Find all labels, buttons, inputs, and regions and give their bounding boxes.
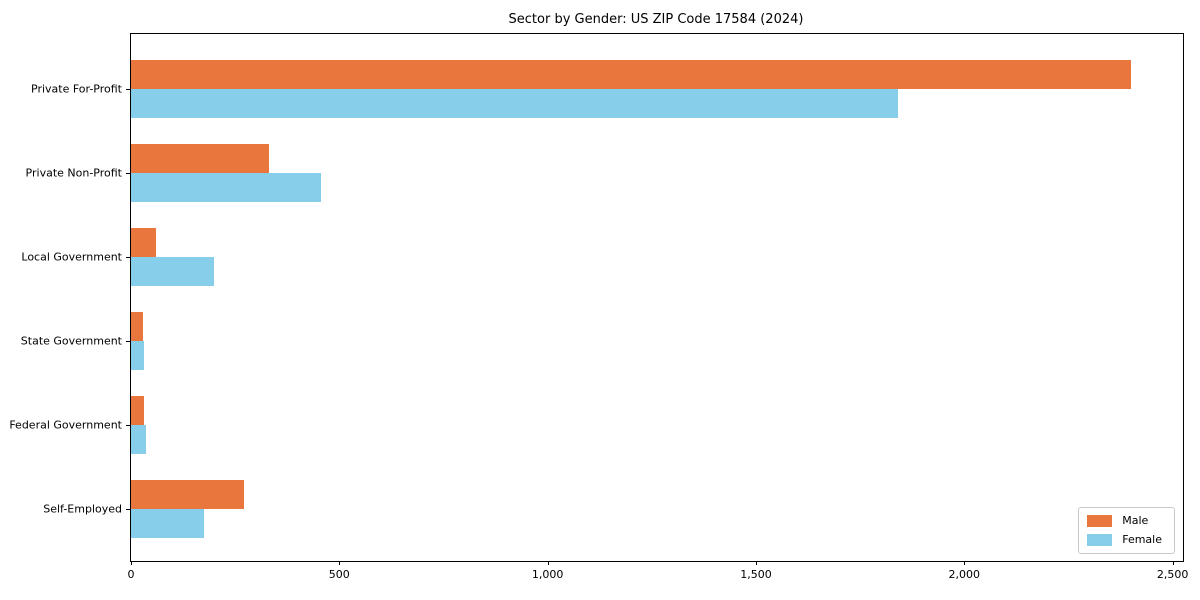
y-axis-label-private-non-profit: Private Non-Profit — [25, 166, 122, 180]
legend-item-male: Male — [1087, 515, 1162, 527]
y-axis-label-federal-government: Federal Government — [9, 418, 122, 432]
bar-male-private-for-profit — [131, 60, 1131, 89]
bar-female-state-government — [131, 341, 144, 370]
bar-male-self-employed — [131, 480, 244, 509]
x-axis-tick — [547, 561, 549, 565]
x-axis-label: 1,000 — [531, 568, 564, 581]
x-axis-label: 2,000 — [948, 568, 981, 581]
y-axis-label-local-government: Local Government — [21, 250, 122, 264]
x-axis-label: 0 — [127, 568, 135, 581]
legend-swatch-female — [1087, 534, 1113, 546]
bar-female-local-government — [131, 257, 215, 286]
y-axis-tick — [126, 173, 130, 174]
y-axis-tick — [126, 89, 130, 90]
legend-label-male: Male — [1122, 514, 1149, 527]
bar-male-private-non-profit — [131, 144, 269, 173]
bar-female-self-employed — [131, 509, 204, 538]
y-axis-tick — [126, 509, 130, 510]
bar-female-federal-government — [131, 425, 146, 454]
bar-male-local-government — [131, 228, 156, 257]
bar-male-state-government — [131, 312, 143, 341]
x-axis-tick — [1172, 561, 1174, 565]
y-axis-label-self-employed: Self-Employed — [43, 502, 122, 516]
legend-item-female: Female — [1087, 534, 1162, 546]
legend-swatch-male — [1087, 515, 1113, 527]
y-axis-label-private-for-profit: Private For-Profit — [31, 82, 122, 96]
plot-area: Male Female Private For-Profit Private Non… — [9, 33, 1188, 581]
x-axis-label: 1,500 — [740, 568, 772, 581]
bar-female-private-non-profit — [131, 173, 321, 202]
legend-label-female: Female — [1122, 533, 1162, 546]
bar-male-federal-government — [131, 396, 145, 425]
bar-female-private-for-profit — [131, 89, 898, 118]
x-axis-label: 2,500 — [1156, 568, 1189, 581]
y-axis-tick — [126, 425, 130, 426]
x-axis-label: 500 — [328, 568, 350, 581]
x-axis-tick — [131, 561, 132, 565]
x-axis-tick — [339, 561, 341, 565]
y-axis-tick — [126, 341, 130, 342]
legend: Male Female — [1078, 507, 1175, 554]
y-axis-tick — [126, 257, 130, 258]
y-axis-label-state-government: State Government — [20, 334, 122, 348]
x-axis-tick — [756, 561, 757, 565]
x-axis-tick — [964, 561, 966, 565]
chart-title: Sector by Gender: US ZIP Code 17584 (202… — [508, 12, 804, 27]
